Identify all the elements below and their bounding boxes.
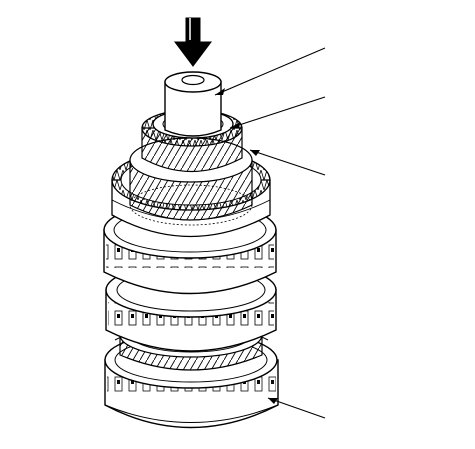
callout-line-thrust-washer [229,96,326,129]
callout-line-spacer-collar [214,47,326,96]
callout-leader-lines [214,47,326,419]
spacer-collar [164,71,222,137]
downward-press-arrow-icon [174,17,212,67]
callout-line-clutch-hub-bottom [267,397,326,419]
callout-leader-arrowheads [215,88,278,404]
callout-line-gear-assembly [249,149,326,176]
